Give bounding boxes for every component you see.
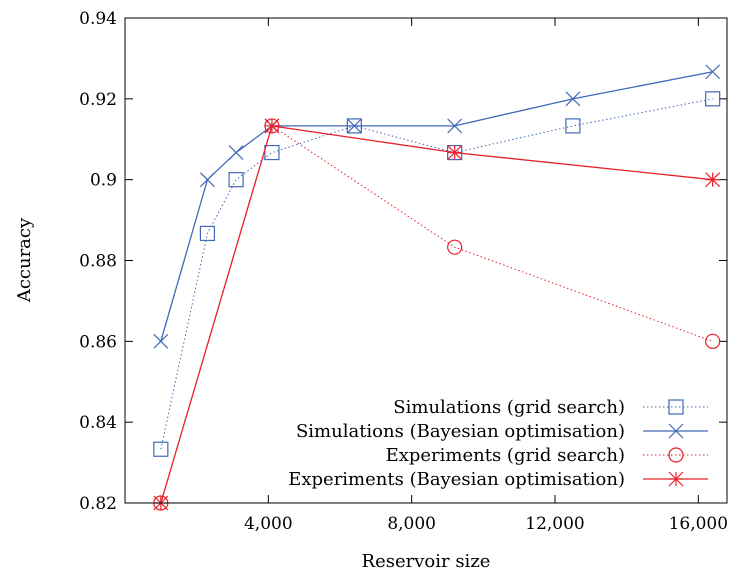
series-1 xyxy=(153,64,721,349)
legend-label: Simulations (Bayesian optimisation) xyxy=(296,421,625,442)
data-point xyxy=(447,118,463,134)
legend-marker xyxy=(668,447,684,463)
plot-frame xyxy=(124,17,728,504)
x-tick-label: 12,000 xyxy=(525,514,584,534)
tick-labels: 0.82 0.84 0.86 0.88 0.9 0.92 0.94 4,000 8,000 12,… xyxy=(79,9,728,534)
data-point xyxy=(228,145,244,161)
data-point xyxy=(565,118,581,134)
series-line xyxy=(160,125,713,504)
legend-marker xyxy=(668,423,684,439)
x-axis-title: Reservoir size xyxy=(362,551,491,572)
y-tick-label: 0.9 xyxy=(90,171,117,191)
x-tick-label: 4,000 xyxy=(244,514,293,534)
x-tick-label: 8,000 xyxy=(387,514,436,534)
data-point xyxy=(705,91,721,107)
y-tick-label: 0.82 xyxy=(79,494,117,514)
y-tick-label: 0.86 xyxy=(79,332,117,352)
legend-marker xyxy=(668,471,684,487)
y-axis-title: Accuracy xyxy=(14,217,35,303)
y-tick-label: 0.84 xyxy=(79,413,117,433)
legend-label: Simulations (grid search) xyxy=(393,397,625,418)
series-3 xyxy=(153,118,721,511)
series-line xyxy=(160,71,713,342)
data-point xyxy=(447,145,463,161)
data-point xyxy=(264,118,280,134)
data-point xyxy=(565,91,581,107)
data-point xyxy=(153,441,169,457)
data-point xyxy=(705,172,721,188)
data-point xyxy=(346,118,362,134)
data-point xyxy=(705,333,721,349)
series-layer xyxy=(153,64,721,511)
data-point xyxy=(264,144,280,161)
legend: Simulations (grid search) Simulations (Ba… xyxy=(288,397,708,490)
legend-label: Experiments (grid search) xyxy=(386,445,625,466)
data-point xyxy=(447,239,463,255)
y-tick-label: 0.92 xyxy=(79,90,117,110)
x-tick-label: 16,000 xyxy=(669,514,728,534)
data-point xyxy=(153,333,169,349)
y-tick-label: 0.88 xyxy=(79,252,117,272)
data-point xyxy=(705,64,721,80)
data-point xyxy=(199,172,215,188)
data-point xyxy=(228,172,244,188)
y-tick-label: 0.94 xyxy=(79,9,117,29)
legend-label: Experiments (Bayesian optimisation) xyxy=(288,469,625,490)
data-point xyxy=(199,225,216,242)
legend-marker xyxy=(668,399,684,415)
